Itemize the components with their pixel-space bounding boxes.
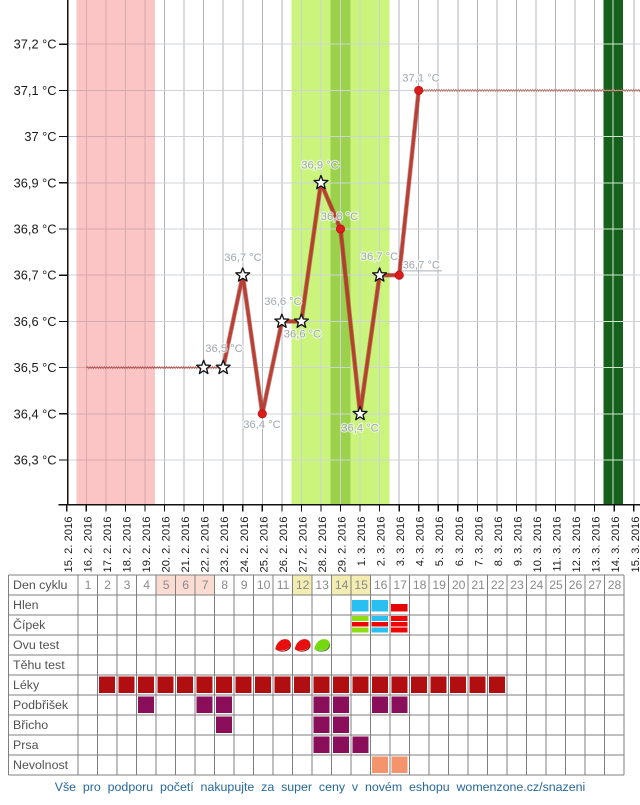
svg-text:18: 18 <box>413 578 427 592</box>
svg-text:29. 2. 2016: 29. 2. 2016 <box>337 517 349 573</box>
svg-text:Hlen: Hlen <box>13 598 39 612</box>
svg-text:1. 3. 2016: 1. 3. 2016 <box>356 517 368 567</box>
svg-text:26: 26 <box>569 578 583 592</box>
svg-text:37,1 °C: 37,1 °C <box>402 73 439 85</box>
svg-text:2. 3. 2016: 2. 3. 2016 <box>376 517 388 567</box>
svg-text:5: 5 <box>163 578 170 592</box>
svg-text:15. 2. 2016: 15. 2. 2016 <box>63 517 75 573</box>
svg-text:19: 19 <box>432 578 446 592</box>
svg-text:20: 20 <box>452 578 466 592</box>
svg-text:10: 10 <box>257 578 271 592</box>
svg-text:36,7 °C: 36,7 °C <box>14 268 57 283</box>
svg-text:22. 2. 2016: 22. 2. 2016 <box>200 517 212 573</box>
svg-text:1: 1 <box>85 578 92 592</box>
svg-text:37,1 °C: 37,1 °C <box>14 83 57 98</box>
svg-text:15: 15 <box>354 578 368 592</box>
svg-text:36,8 °C: 36,8 °C <box>321 211 358 223</box>
svg-text:3. 3. 2016: 3. 3. 2016 <box>395 517 407 567</box>
svg-text:Den cyklu: Den cyklu <box>13 578 68 592</box>
svg-text:36,6 °C: 36,6 °C <box>264 296 301 308</box>
svg-text:36,5 °C: 36,5 °C <box>14 360 57 375</box>
svg-text:7. 3. 2016: 7. 3. 2016 <box>473 517 485 567</box>
svg-text:24: 24 <box>530 578 544 592</box>
svg-text:28: 28 <box>608 578 622 592</box>
svg-text:27. 2. 2016: 27. 2. 2016 <box>297 517 309 573</box>
svg-text:37,2 °C: 37,2 °C <box>14 37 57 52</box>
svg-text:36,9 °C: 36,9 °C <box>301 160 338 172</box>
svg-text:36,7 °C: 36,7 °C <box>224 252 261 264</box>
svg-text:36,3 °C: 36,3 °C <box>14 453 57 468</box>
svg-text:24. 2. 2016: 24. 2. 2016 <box>239 517 251 573</box>
svg-text:36,6 °C: 36,6 °C <box>284 329 321 341</box>
svg-text:36,9 °C: 36,9 °C <box>14 175 57 190</box>
svg-text:27: 27 <box>588 578 602 592</box>
svg-text:Nevolnost: Nevolnost <box>13 758 69 772</box>
svg-text:13: 13 <box>315 578 329 592</box>
svg-text:7: 7 <box>202 578 209 592</box>
svg-text:26. 2. 2016: 26. 2. 2016 <box>278 517 290 573</box>
svg-text:36,4 °C: 36,4 °C <box>14 406 57 421</box>
svg-text:Břicho: Břicho <box>13 718 48 732</box>
svg-text:13. 3. 2016: 13. 3. 2016 <box>591 517 603 573</box>
svg-text:18. 2. 2016: 18. 2. 2016 <box>121 517 133 573</box>
svg-text:Podbřišek: Podbřišek <box>13 698 69 712</box>
svg-text:23. 2. 2016: 23. 2. 2016 <box>219 517 231 573</box>
svg-text:6: 6 <box>182 578 189 592</box>
svg-text:Těhu test: Těhu test <box>13 658 65 672</box>
svg-text:11: 11 <box>277 578 290 592</box>
svg-text:22: 22 <box>491 578 505 592</box>
svg-text:4. 3. 2016: 4. 3. 2016 <box>415 517 427 567</box>
svg-text:17. 2. 2016: 17. 2. 2016 <box>102 517 114 573</box>
svg-text:Vše pro podporu početí nakupuj: Vše pro podporu početí nakupujte za supe… <box>55 780 586 794</box>
svg-text:23: 23 <box>510 578 524 592</box>
svg-text:25: 25 <box>549 578 563 592</box>
svg-text:16: 16 <box>374 578 388 592</box>
svg-text:17: 17 <box>393 578 407 592</box>
svg-text:19. 2. 2016: 19. 2. 2016 <box>141 517 153 573</box>
svg-text:25. 2. 2016: 25. 2. 2016 <box>258 517 270 573</box>
svg-text:2: 2 <box>104 578 111 592</box>
svg-text:20. 2. 2016: 20. 2. 2016 <box>161 517 173 573</box>
svg-text:15. 3. 2016: 15. 3. 2016 <box>630 517 640 573</box>
svg-text:21: 21 <box>471 578 485 592</box>
svg-text:8: 8 <box>221 578 228 592</box>
svg-text:4: 4 <box>143 578 150 592</box>
svg-text:36,4 °C: 36,4 °C <box>243 419 280 431</box>
svg-text:36,8 °C: 36,8 °C <box>14 222 57 237</box>
svg-text:28. 2. 2016: 28. 2. 2016 <box>317 517 329 573</box>
svg-text:12: 12 <box>296 578 310 592</box>
svg-text:10. 3. 2016: 10. 3. 2016 <box>532 517 544 573</box>
svg-text:Čípek: Čípek <box>13 617 46 632</box>
svg-text:36,5 °C: 36,5 °C <box>205 343 242 355</box>
svg-text:36,7 °C: 36,7 °C <box>361 251 398 263</box>
svg-text:9. 3. 2016: 9. 3. 2016 <box>513 517 525 567</box>
svg-text:36,7 °C: 36,7 °C <box>403 259 440 271</box>
svg-text:11. 3. 2016: 11. 3. 2016 <box>552 517 564 572</box>
svg-text:8. 3. 2016: 8. 3. 2016 <box>493 517 505 567</box>
svg-text:21. 2. 2016: 21. 2. 2016 <box>180 517 192 573</box>
svg-text:9: 9 <box>241 578 248 592</box>
svg-text:5. 3. 2016: 5. 3. 2016 <box>434 517 446 567</box>
svg-text:14: 14 <box>335 578 349 592</box>
svg-text:37 °C: 37 °C <box>24 129 56 144</box>
svg-text:12. 3. 2016: 12. 3. 2016 <box>571 517 583 573</box>
svg-text:6. 3. 2016: 6. 3. 2016 <box>454 517 466 567</box>
svg-text:Léky: Léky <box>13 678 40 692</box>
svg-text:36,6 °C: 36,6 °C <box>14 314 57 329</box>
svg-text:16. 2. 2016: 16. 2. 2016 <box>82 517 94 573</box>
svg-text:14. 3. 2016: 14. 3. 2016 <box>610 517 622 573</box>
svg-text:3: 3 <box>124 578 131 592</box>
svg-text:Ovu test: Ovu test <box>13 638 60 652</box>
svg-text:Prsa: Prsa <box>13 738 39 752</box>
svg-text:36,4 °C: 36,4 °C <box>341 423 378 435</box>
